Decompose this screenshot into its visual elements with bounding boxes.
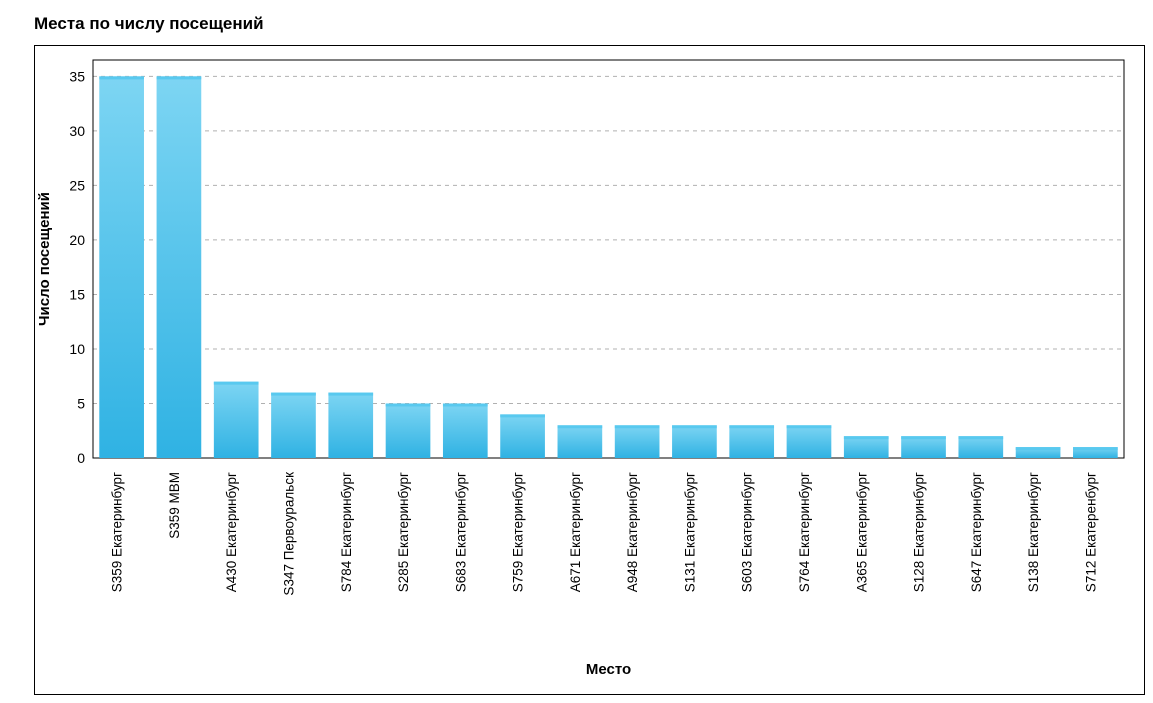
bar [386, 403, 431, 458]
bar [328, 393, 373, 458]
bar-top-highlight [328, 393, 373, 396]
category-label: A948 Екатеринбург [625, 472, 640, 592]
bar-top-highlight [157, 76, 202, 79]
category-label: A365 Екатеринбург [854, 472, 869, 592]
bar [729, 425, 774, 458]
bar-top-highlight [787, 425, 832, 428]
bar-top-highlight [615, 425, 660, 428]
category-label: S138 Екатеринбург [1026, 472, 1041, 592]
bar [157, 76, 202, 458]
y-axis-title: Число посещений [36, 192, 53, 326]
bar-top-highlight [99, 76, 144, 79]
bar-top-highlight [500, 414, 545, 417]
bar [558, 425, 603, 458]
bar [214, 382, 259, 458]
bar-top-highlight [271, 393, 316, 396]
bar-top-highlight [729, 425, 774, 428]
y-tick-label: 30 [69, 123, 85, 139]
bar-top-highlight [214, 382, 259, 385]
bar-top-highlight [958, 436, 1003, 439]
category-label: S784 Екатеринбург [339, 472, 354, 592]
bar [958, 436, 1003, 458]
chart-svg-holder: 0 5 10 15 20 25 30 35 S359 Екатеринбург S359 МВМ A… [35, 46, 1144, 694]
bar [615, 425, 660, 458]
bar [500, 414, 545, 458]
category-label: S759 Екатеринбург [511, 472, 526, 592]
y-tick-label: 5 [77, 395, 85, 411]
bar [901, 436, 946, 458]
bar-top-highlight [443, 403, 488, 406]
bar [844, 436, 889, 458]
bar-top-highlight [1073, 447, 1118, 450]
chart-title: Места по числу посещений [0, 0, 1153, 34]
y-tick-label: 10 [69, 341, 85, 357]
category-label: S683 Екатеринбург [453, 472, 468, 592]
category-label: A430 Екатеринбург [224, 472, 239, 592]
category-label: A671 Екатеринбург [568, 472, 583, 592]
category-label: S359 МВМ [167, 472, 182, 539]
category-label: S359 Екатеринбург [110, 472, 125, 592]
chart-outer-frame: 0 5 10 15 20 25 30 35 S359 Екатеринбург S359 МВМ A… [34, 45, 1145, 695]
category-label: S712 Екатеренбург [1083, 472, 1098, 592]
bar [271, 393, 316, 458]
category-label: S603 Екатеринбург [740, 472, 755, 592]
x-axis-title: Место [586, 661, 631, 678]
category-label: S285 Екатеринбург [396, 472, 411, 592]
bar [443, 403, 488, 458]
bar-top-highlight [672, 425, 717, 428]
category-label: S647 Екатеринбург [969, 472, 984, 592]
bar-top-highlight [901, 436, 946, 439]
y-tick-label: 20 [69, 232, 85, 248]
bar-top-highlight [558, 425, 603, 428]
category-label: S347 Первоуральск [281, 472, 296, 596]
bar-top-highlight [844, 436, 889, 439]
bar [99, 76, 144, 458]
y-tick-label: 35 [69, 68, 85, 84]
bar [787, 425, 832, 458]
bar-chart: 0 5 10 15 20 25 30 35 S359 Екатеринбург S359 МВМ A… [35, 46, 1144, 694]
y-tick-label: 25 [69, 177, 85, 193]
bar-top-highlight [1016, 447, 1061, 450]
category-label: S128 Екатеринбург [912, 472, 927, 592]
bar [672, 425, 717, 458]
chart-container: Места по числу посещений 0 5 10 15 20 25 30 35 S… [0, 0, 1153, 703]
bar-top-highlight [386, 403, 431, 406]
y-tick-label: 15 [69, 286, 85, 302]
category-label: S764 Екатеринбург [797, 472, 812, 592]
category-label: S131 Екатеринбург [682, 472, 697, 592]
y-tick-label: 0 [77, 450, 85, 466]
